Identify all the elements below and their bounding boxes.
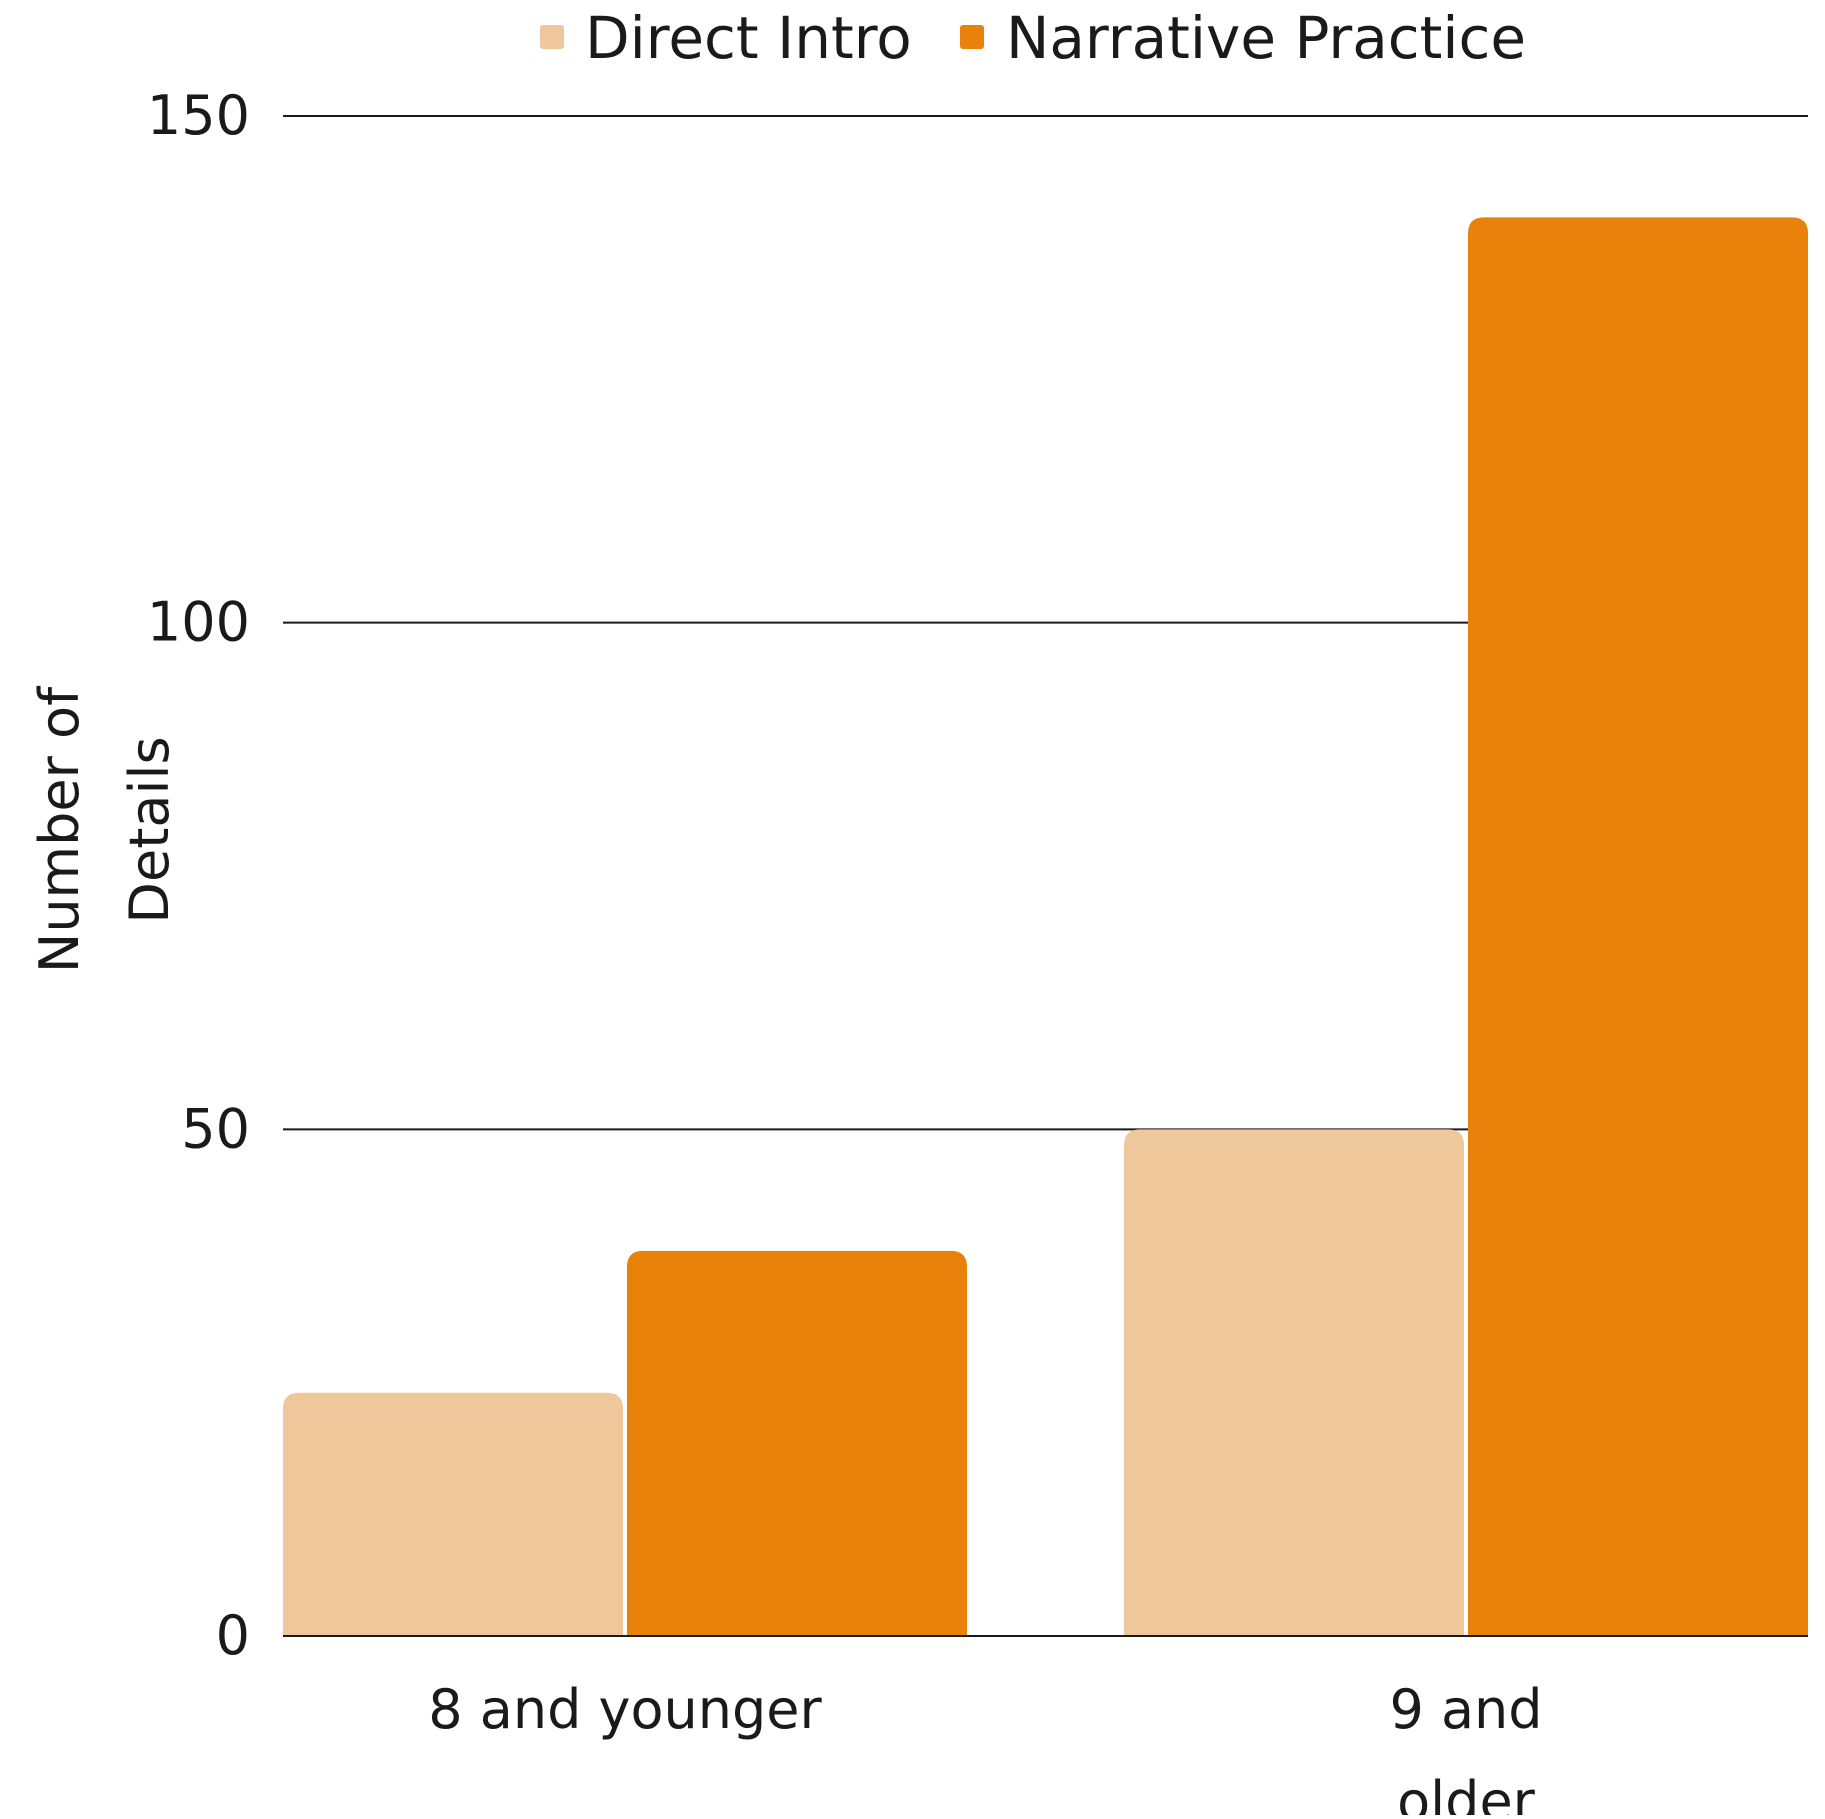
y-tick-label: 50 <box>181 1097 250 1160</box>
x-category-label: 9 and <box>1389 1678 1542 1741</box>
legend-swatch-narrative-practice <box>960 25 984 49</box>
x-category-label: older <box>1397 1770 1536 1815</box>
bar-narrative-practice-1 <box>1468 217 1808 1636</box>
legend-label: Narrative Practice <box>1006 4 1526 72</box>
y-tick-label: 0 <box>216 1604 250 1667</box>
bar-narrative-practice-0 <box>627 1250 967 1636</box>
y-tick-label: 150 <box>147 84 250 147</box>
y-tick-label: 100 <box>147 591 250 654</box>
y-axis-title-line: Details <box>118 736 181 923</box>
y-axis-ticks: 0 50 100 150 <box>147 84 250 1667</box>
y-axis-title-line: Number of <box>28 685 91 973</box>
bar-direct-intro-0 <box>283 1392 623 1636</box>
legend-label: Direct Intro <box>585 4 912 72</box>
x-axis-labels: 8 and younger 9 and older <box>428 1678 1542 1819</box>
x-category-label: 8 and younger <box>428 1678 822 1741</box>
bar-direct-intro-1 <box>1124 1129 1464 1636</box>
bars <box>283 217 1808 1637</box>
y-axis-title: Number of Details <box>28 685 181 973</box>
legend-swatch-direct-intro <box>540 25 564 49</box>
legend: Direct Intro Narrative Practice <box>540 4 1526 72</box>
